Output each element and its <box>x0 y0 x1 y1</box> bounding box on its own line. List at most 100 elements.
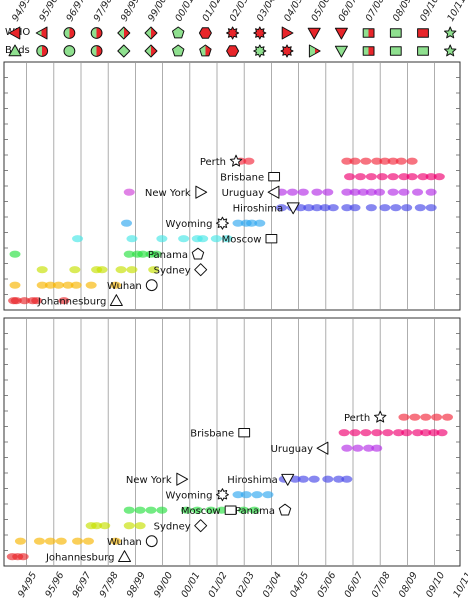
strain-point-panama <box>191 506 203 514</box>
strain-point-perth <box>341 157 353 165</box>
strain-label-panama: Panama <box>235 506 275 517</box>
legend-who-triangle-left-icon <box>8 26 21 40</box>
strain-label-johannesburg: Johannesburg <box>37 297 107 308</box>
strain-point-brisbane <box>406 173 418 181</box>
season-label-top: 99/00 <box>146 0 169 24</box>
strain-point-wuhan <box>62 281 74 289</box>
strain-marker-triangle-down-icon <box>281 473 295 486</box>
strain-point-johannesburg <box>17 553 29 561</box>
strain-point-brisbane <box>420 429 432 437</box>
strain-point-johannesburg <box>19 297 31 305</box>
strain-point-panama <box>216 506 228 514</box>
strain-marker-circle-icon <box>145 279 158 292</box>
strain-point-uruguay <box>349 188 361 196</box>
season-label-bottom: 98/99 <box>125 570 148 599</box>
strain-point-sydney <box>115 266 127 274</box>
strain-point-wuhan <box>85 281 97 289</box>
strain-point-wuhan <box>36 281 48 289</box>
legend-buds-diamond-icon <box>144 44 158 58</box>
strain-point-hiroshima <box>341 475 353 483</box>
strain-point-sydney <box>91 522 103 530</box>
strain-point-wuhan <box>70 281 82 289</box>
strain-marker-triangle-up-icon <box>109 294 123 306</box>
strain-point-brisbane <box>338 429 350 437</box>
strain-point-hiroshima <box>341 204 353 212</box>
strain-point-moscow <box>197 235 209 243</box>
season-label-bottom: 07/08 <box>370 570 393 599</box>
strain-label-moscow: Moscow <box>222 235 262 246</box>
strain-label-brisbane: Brisbane <box>220 173 264 184</box>
strain-point-hiroshima <box>390 204 402 212</box>
strain-label-hiroshima: Hiroshima <box>227 475 278 486</box>
strain-point-perth <box>441 413 453 421</box>
strain-point-uruguay <box>371 444 383 452</box>
legend-buds-pentagon-icon <box>171 44 185 57</box>
strain-marker-diamond-icon <box>194 519 208 533</box>
strain-marker-star-icon <box>229 154 243 167</box>
strain-point-wuhan <box>110 281 122 289</box>
season-label-bottom: 99/00 <box>152 570 175 599</box>
strain-point-perth <box>243 157 255 165</box>
strain-label-wyoming: Wyoming <box>165 219 212 230</box>
strain-point-uruguay <box>357 188 369 196</box>
legend-buds-triangle-down-icon <box>334 45 348 58</box>
strain-point-brisbane <box>425 173 437 181</box>
strain-point-panama <box>145 506 157 514</box>
strain-point-brisbane <box>428 429 440 437</box>
strain-point-brisbane <box>401 429 413 437</box>
strain-point-sydney <box>36 266 48 274</box>
strain-point-uruguay <box>352 444 364 452</box>
legend-buds-circle-icon <box>36 45 49 57</box>
panel-top-grid <box>4 62 460 310</box>
strain-point-hiroshima <box>308 475 320 483</box>
strain-point-panama <box>237 506 249 514</box>
strain-point-brisbane <box>393 429 405 437</box>
strain-point-brisbane <box>360 429 372 437</box>
season-label-top: 02/03 <box>228 0 251 24</box>
strain-label-uruguay: Uruguay <box>271 444 314 455</box>
strain-point-panama <box>248 506 260 514</box>
season-label-bottom: 97/98 <box>98 570 121 599</box>
legend-who-pentagon-icon <box>171 26 185 39</box>
strain-marker-sun-icon <box>215 488 229 502</box>
panel-bottom: Johannesburg Wuhan Sydney Panama Moscow Wyomi… <box>3 317 461 567</box>
legend-buds-triangle-up-icon <box>8 44 22 57</box>
strain-label-perth: Perth <box>200 157 226 168</box>
strain-marker-square-icon <box>224 505 237 515</box>
strain-point-hiroshima <box>276 204 288 212</box>
strain-point-moscow <box>178 235 190 243</box>
legend-who-triangle-right-icon <box>281 26 294 40</box>
strain-point-panama <box>180 506 192 514</box>
strain-point-sydney <box>96 266 108 274</box>
legend-buds-sun-icon <box>280 44 294 58</box>
strain-point-perth <box>379 157 391 165</box>
season-label-bottom: 10/11 <box>451 570 468 599</box>
strain-point-uruguay <box>341 188 353 196</box>
legend-buds-diamond-icon <box>117 44 131 58</box>
strain-point-brisbane <box>436 429 448 437</box>
strain-point-wyoming <box>232 491 244 499</box>
strain-point-hiroshima <box>401 204 413 212</box>
strain-point-brisbane <box>382 429 394 437</box>
panel-top-points <box>8 157 445 305</box>
season-label-bottom: 06/07 <box>342 570 365 599</box>
strain-point-brisbane <box>376 173 388 181</box>
legend-buds-square-icon <box>362 46 375 56</box>
strain-label-brisbane: Brisbane <box>190 429 234 440</box>
strain-point-uruguay <box>297 188 309 196</box>
strain-marker-circle-icon <box>145 535 158 548</box>
strain-point-perth <box>395 157 407 165</box>
strain-point-wuhan <box>55 537 67 545</box>
season-label-bottom: 01/02 <box>206 570 229 599</box>
strain-point-hiroshima <box>425 204 437 212</box>
strain-label-wuhan: Wuhan <box>107 281 142 292</box>
strain-point-johannesburg <box>10 297 22 305</box>
season-label-top: 98/99 <box>119 0 142 24</box>
strain-point-wyoming <box>251 491 263 499</box>
season-label-top: 09/10 <box>418 0 441 24</box>
strain-point-brisbane <box>417 173 429 181</box>
season-label-top: 04/05 <box>282 0 305 24</box>
strain-point-uruguay <box>425 188 437 196</box>
legend-who-square-icon <box>362 28 375 38</box>
strain-point-sydney <box>148 266 160 274</box>
